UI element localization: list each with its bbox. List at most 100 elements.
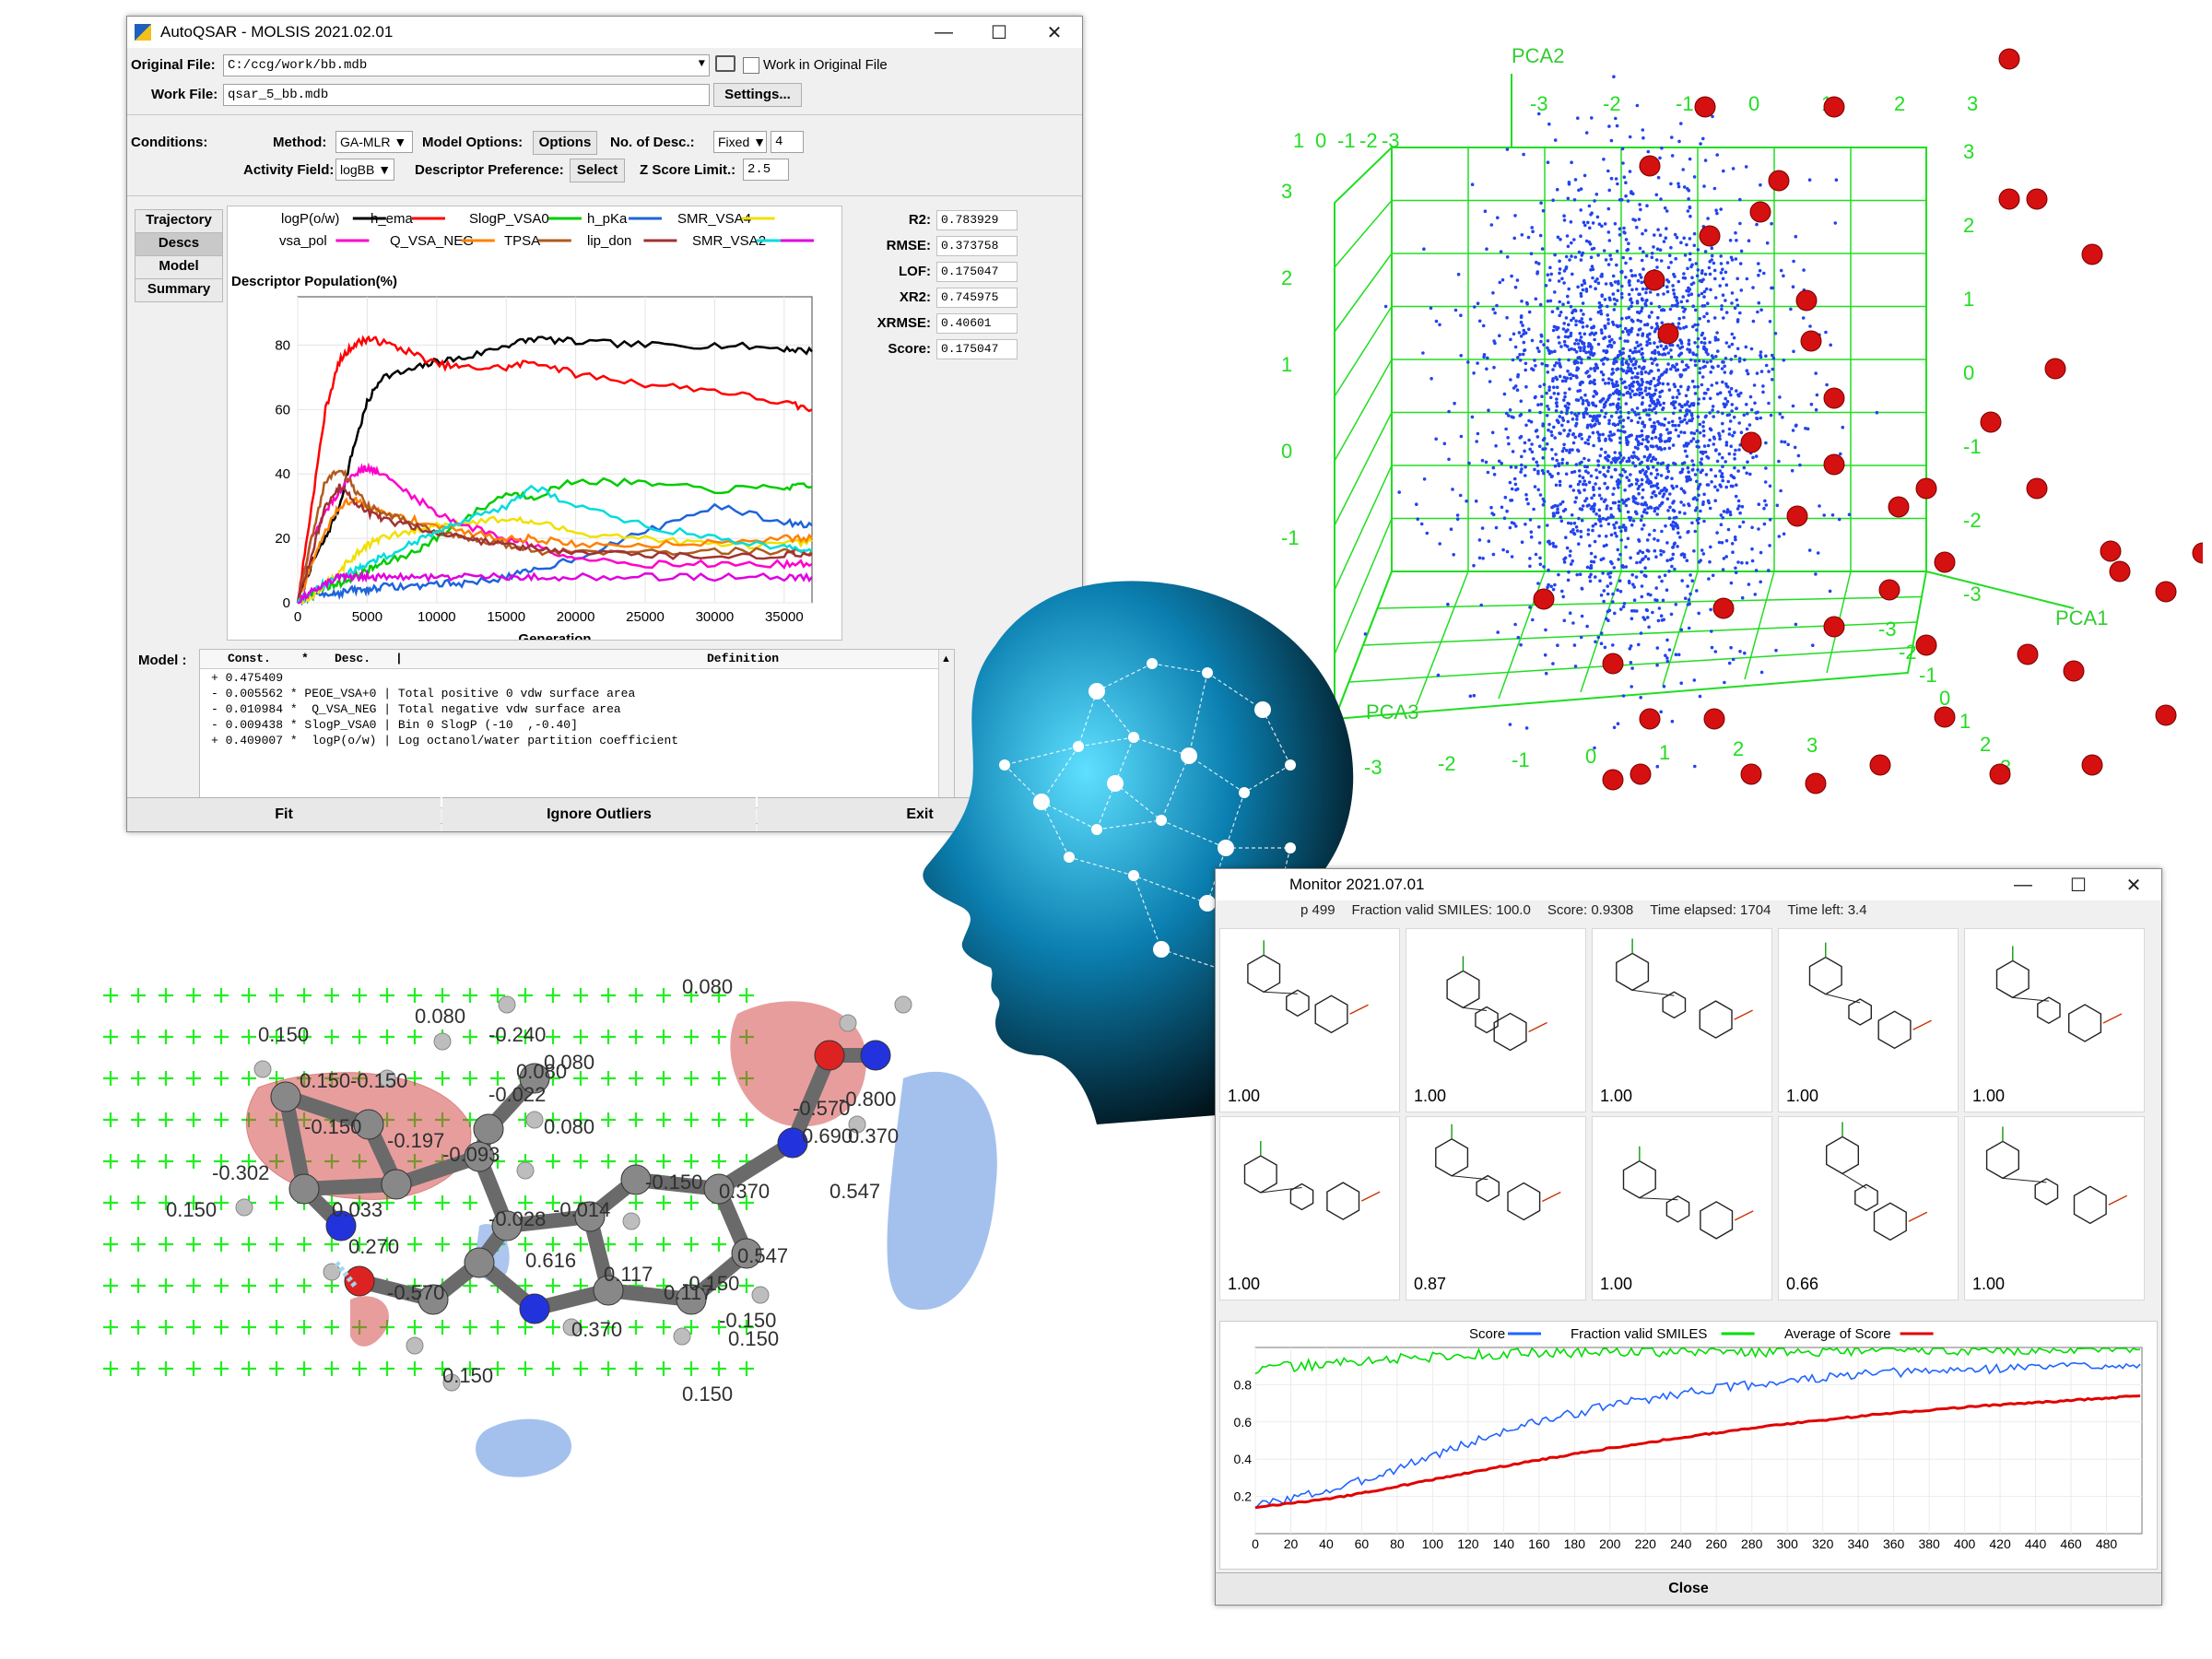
scroll-up-icon[interactable]: ▲ [941, 653, 951, 665]
tab-model[interactable]: Model [135, 255, 223, 279]
pca-point [1757, 262, 1760, 265]
pca-point [1834, 178, 1839, 182]
select-button[interactable]: Select [570, 159, 625, 182]
pca-point [1617, 456, 1621, 460]
molecule-cell[interactable]: 1.00 [1406, 928, 1586, 1112]
pca-point [1814, 572, 1818, 576]
method-select[interactable]: GA-MLR ▼ [335, 131, 413, 153]
pca-outlier-point [1869, 754, 1891, 776]
pca-outlier-point [1915, 477, 1937, 500]
pca-point [1576, 449, 1581, 453]
monitor-titlebar: Monitor 2021.07.01 — ☐ ✕ [1216, 869, 2161, 900]
tab-trajectory[interactable]: Trajectory [135, 209, 223, 233]
pca-point [1573, 308, 1577, 312]
legend-label: TPSA [504, 233, 540, 249]
activity-field-select[interactable]: logBB ▼ [335, 159, 394, 181]
molecule-cell[interactable]: 0.87 [1406, 1116, 1586, 1300]
maximize-icon[interactable]: ☐ [2070, 875, 2087, 896]
network-link [1004, 764, 1042, 803]
grid-marker [269, 988, 284, 1003]
ignore-outliers-button[interactable]: Ignore Outliers [442, 797, 756, 831]
grid-marker [712, 1154, 726, 1169]
pca-point [1639, 470, 1642, 475]
options-button[interactable]: Options [533, 131, 597, 155]
molecule-cell[interactable]: 1.00 [1964, 1116, 2145, 1300]
pca-point [1708, 506, 1712, 511]
pca-point [1546, 363, 1549, 368]
pca-point [1552, 545, 1556, 548]
pca-point [1678, 374, 1683, 379]
grid-marker [159, 1071, 173, 1086]
y-tick-label: 20 [275, 531, 290, 547]
work-file-field[interactable]: qsar_5_bb.mdb [223, 84, 710, 106]
settings-button[interactable]: Settings... [713, 83, 802, 107]
grid-marker [324, 1361, 339, 1376]
num-desc-mode-select[interactable]: Fixed ▼ [713, 131, 767, 153]
minimize-icon[interactable]: — [2014, 874, 2032, 895]
maximize-icon[interactable]: ☐ [991, 22, 1007, 43]
folder-icon[interactable] [715, 55, 735, 72]
pca-point [1704, 287, 1709, 291]
molecule-cell[interactable]: 1.00 [1964, 928, 2145, 1112]
num-desc-input[interactable]: 4 [771, 131, 804, 153]
pca-point [1713, 296, 1718, 300]
ring [1286, 989, 1310, 1018]
pca-point [1727, 432, 1732, 436]
original-file-field[interactable]: C:/ccg/work/bb.mdb ▼ [223, 54, 710, 76]
molecule-cell[interactable]: 1.00 [1778, 928, 1959, 1112]
pca-point [1734, 494, 1738, 499]
series-line-logp-o-w- [296, 335, 813, 604]
pca-point [1651, 350, 1654, 355]
model-line: - 0.005562 * PEOE_VSA+0 | Total positive… [211, 687, 636, 700]
zscore-input[interactable]: 2.5 [743, 159, 789, 181]
pca-point [1663, 573, 1667, 577]
pca-point [1586, 528, 1591, 532]
pca-point [1562, 558, 1566, 561]
fit-button[interactable]: Fit [127, 797, 441, 831]
ring [1289, 1182, 1314, 1211]
tab-descs[interactable]: Descs [135, 232, 223, 256]
atom [574, 1201, 606, 1232]
tab-summary[interactable]: Summary [135, 278, 223, 302]
pca-point [1671, 552, 1676, 557]
stat-value: 0.175047 [936, 339, 1018, 359]
pca-point [1709, 607, 1712, 612]
grid-marker [131, 988, 146, 1003]
x-tick-label: 280 [1741, 1536, 1763, 1551]
close-icon[interactable]: ✕ [1046, 22, 1063, 43]
close-button[interactable]: Close [1216, 1572, 2161, 1605]
pca-point [1539, 339, 1543, 344]
grid-marker [739, 1195, 754, 1210]
pca-point [1510, 555, 1514, 559]
work-in-original-checkbox[interactable] [743, 57, 759, 74]
pca-point [1607, 335, 1611, 339]
series-line-h-pka [297, 502, 813, 606]
pca-point [1547, 428, 1550, 432]
grid-marker [186, 1030, 201, 1044]
pca-point [1701, 425, 1705, 429]
pca-point [1476, 431, 1480, 436]
pca-point [1603, 415, 1606, 419]
pca-point [1593, 746, 1596, 750]
pca-point [1816, 551, 1820, 555]
pca-point [1736, 560, 1740, 564]
pca-point [1536, 403, 1540, 407]
chevron-down-icon[interactable]: ▼ [698, 57, 705, 70]
vertical-scrollbar[interactable]: ▲ [938, 650, 954, 808]
pca-point [1595, 430, 1600, 434]
close-icon[interactable]: ✕ [2125, 875, 2142, 896]
minimize-icon[interactable]: — [935, 21, 953, 42]
pca-point [1558, 483, 1562, 488]
pca-point [1729, 255, 1734, 260]
network-link [1077, 736, 1135, 747]
molecule-cell[interactable]: 1.00 [1592, 928, 1772, 1112]
molecule-cell[interactable]: 1.00 [1219, 928, 1400, 1112]
grid-marker [297, 1237, 312, 1252]
grid-marker [131, 1361, 146, 1376]
pca-point [1606, 592, 1610, 596]
pca-point [1629, 661, 1633, 665]
molecule-cell[interactable]: 1.00 [1219, 1116, 1400, 1300]
molecule-cell[interactable]: 1.00 [1592, 1116, 1772, 1300]
pca-point [1774, 648, 1778, 653]
molecule-cell[interactable]: 0.66 [1778, 1116, 1959, 1300]
